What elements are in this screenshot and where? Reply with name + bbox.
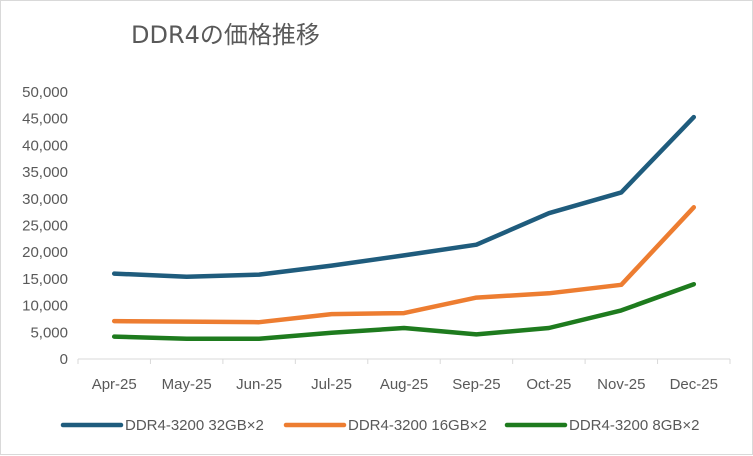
- x-tick-label: Dec-25: [670, 376, 718, 393]
- series-line-2: [114, 207, 694, 322]
- x-tick-label: Jun-25: [236, 376, 282, 393]
- series-lines: [114, 117, 694, 339]
- y-tick-label: 15,000: [22, 271, 68, 288]
- y-tick-label: 40,000: [22, 137, 68, 154]
- legend: DDR4-3200 32GB×2 DDR4-3200 16GB×2 DDR4-320…: [63, 417, 700, 434]
- legend-label: DDR4-3200 16GB×2: [348, 417, 487, 434]
- y-tick-label: 5,000: [30, 324, 68, 341]
- x-tick-label: Jul-25: [311, 376, 352, 393]
- series-line-1: [114, 117, 694, 277]
- y-tick-label: 45,000: [22, 111, 68, 128]
- y-axis-ticks: 0 5,000 10,000 15,000 20,000 25,000 30,000 35,0…: [22, 84, 68, 368]
- x-tick-label: Oct-25: [526, 376, 571, 393]
- x-tick-label: Nov-25: [597, 376, 645, 393]
- y-tick-label: 50,000: [22, 84, 68, 101]
- x-axis-tick-marks: [78, 359, 730, 364]
- y-tick-label: 30,000: [22, 191, 68, 208]
- y-tick-label: 10,000: [22, 298, 68, 315]
- x-tick-label: May-25: [162, 376, 212, 393]
- x-axis-ticks: Apr-25 May-25 Jun-25 Jul-25 Aug-25 Sep-25 Oct-…: [92, 376, 718, 393]
- legend-label: DDR4-3200 32GB×2: [125, 417, 264, 434]
- y-tick-label: 35,000: [22, 164, 68, 181]
- x-tick-label: Sep-25: [452, 376, 500, 393]
- y-tick-label: 0: [60, 351, 68, 368]
- x-tick-label: Aug-25: [380, 376, 428, 393]
- legend-label: DDR4-3200 8GB×2: [569, 417, 700, 434]
- y-tick-label: 20,000: [22, 244, 68, 261]
- x-tick-label: Apr-25: [92, 376, 137, 393]
- y-tick-label: 25,000: [22, 218, 68, 235]
